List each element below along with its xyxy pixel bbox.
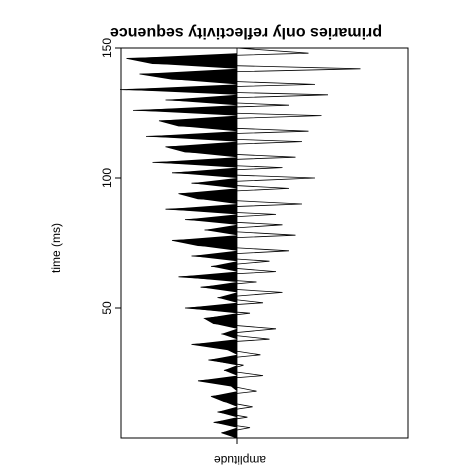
chart-title: primaries only reflectivity sequence [110, 24, 382, 41]
trace-line [119, 47, 361, 439]
y-axis-tick-labels: 50 100 150 [100, 38, 114, 315]
y-tick-label: 100 [100, 168, 114, 188]
y-tick-label: 150 [100, 38, 114, 58]
x-axis-label: amplitude [214, 453, 266, 467]
plot-frame [120, 47, 409, 439]
y-axis-label: time (ms) [49, 223, 63, 273]
y-axis-ticks [115, 47, 121, 309]
trace-group [119, 47, 361, 439]
y-tick-label: 50 [100, 301, 114, 315]
positive-fill [120, 53, 237, 438]
